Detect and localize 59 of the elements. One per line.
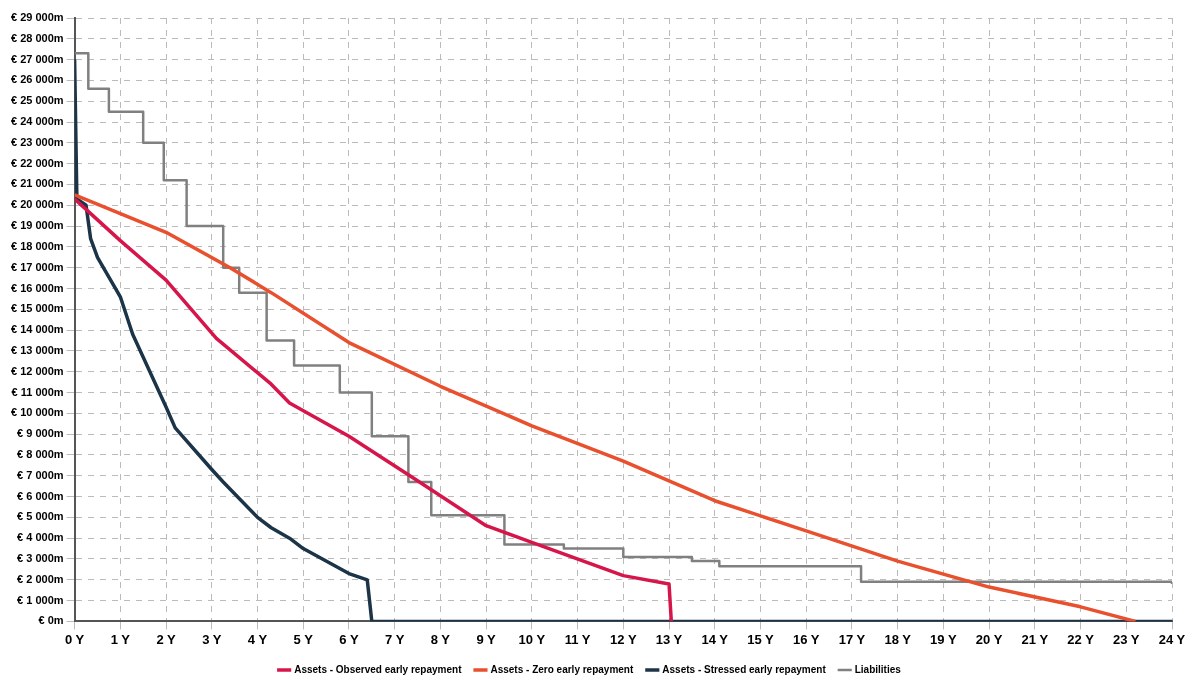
y-tick-label: € 10 000m [10,406,64,419]
y-tick-label: € 7 000m [17,468,64,481]
x-tick-label: 16 Y [792,631,820,647]
y-tick-label: € 17 000m [10,260,64,273]
x-tick-label: 22 Y [1067,631,1095,647]
x-tick-label: 11 Y [564,631,591,647]
x-tick-label: 9 Y [476,631,497,647]
y-tick-label: € 6 000m [17,489,64,502]
y-tick-label: € 0m [38,614,64,627]
x-tick-label: 18 Y [884,631,912,647]
y-tick-label: € 1 000m [17,593,64,606]
x-tick-label: 13 Y [655,631,683,647]
y-tick-label: € 12 000m [10,364,64,377]
x-tick-label: 2 Y [156,631,177,647]
x-tick-label: 10 Y [518,631,546,647]
y-tick-label: € 19 000m [10,219,64,232]
x-tick-label: 20 Y [975,631,1003,647]
x-tick-label: 24 Y [1158,631,1186,647]
y-tick-label: € 24 000m [10,115,64,128]
y-tick-label: € 13 000m [10,343,64,356]
x-tick-label: 15 Y [747,631,775,647]
y-tick-label: € 28 000m [10,31,64,44]
x-tick-label: 12 Y [610,631,637,647]
y-tick-label: € 26 000m [10,73,64,86]
x-tick-label: 6 Y [339,631,359,647]
legend-label: Liabilities [854,663,902,675]
x-tick-label: 17 Y [838,631,866,647]
y-tick-label: € 16 000m [10,281,64,294]
y-tick-label: € 27 000m [10,52,64,65]
x-tick-label: 14 Y [701,631,729,647]
y-tick-label: € 2 000m [17,572,64,585]
y-tick-label: € 25 000m [10,94,64,107]
y-tick-label: € 9 000m [17,427,64,440]
x-tick-label: 4 Y [247,631,268,647]
y-tick-label: € 29 000m [10,11,64,24]
y-tick-label: € 15 000m [10,302,64,315]
x-tick-label: 5 Y [293,631,314,647]
y-tick-label: € 18 000m [10,239,64,252]
y-tick-label: € 14 000m [10,323,64,336]
y-tick-label: € 21 000m [10,177,64,190]
x-tick-label: 21 Y [1021,631,1049,647]
x-tick-label: 7 Y [385,631,405,647]
y-tick-label: € 23 000m [10,135,64,148]
x-tick-label: 19 Y [930,631,957,647]
y-tick-label: € 11 000m [11,385,64,398]
y-tick-label: € 8 000m [17,447,64,460]
y-tick-label: € 5 000m [17,510,64,523]
legend-label: Assets - Stressed early repayment [662,663,827,675]
x-tick-label: 0 Y [64,631,85,647]
y-tick-label: € 22 000m [10,156,64,169]
x-tick-label: 3 Y [202,631,222,647]
y-tick-label: € 4 000m [17,531,64,544]
x-tick-label: 8 Y [430,631,451,647]
y-tick-label: € 3 000m [17,552,64,565]
x-tick-label: 1 Y [110,631,131,647]
legend-label: Assets - Observed early repayment [294,663,463,675]
legend-label: Assets - Zero early repayment [490,663,634,675]
x-tick-label: 23 Y [1113,631,1140,647]
y-tick-label: € 20 000m [10,198,64,211]
